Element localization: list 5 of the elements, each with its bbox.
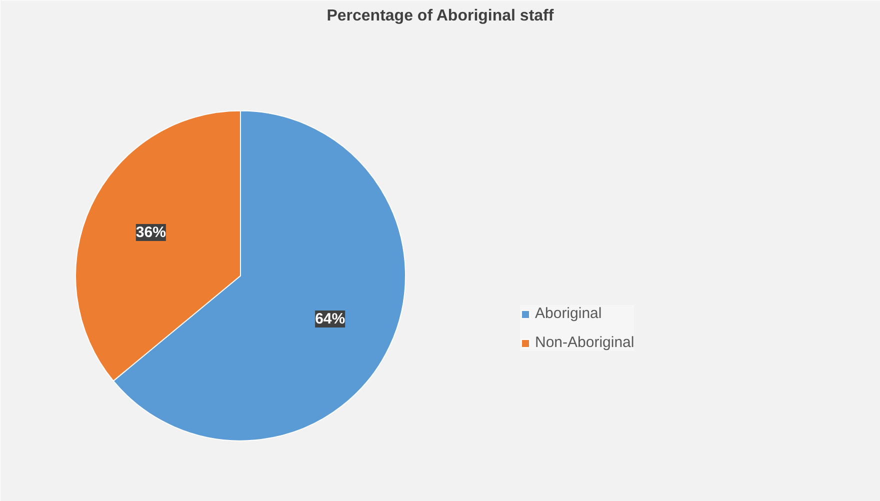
chart-title: Percentage of Aboriginal staff: [326, 8, 554, 24]
legend-label: Aboriginal: [535, 305, 602, 322]
data-label: 36%: [136, 224, 166, 242]
legend-label: Non-Aboriginal: [535, 334, 634, 351]
data-label: 64%: [315, 310, 346, 328]
